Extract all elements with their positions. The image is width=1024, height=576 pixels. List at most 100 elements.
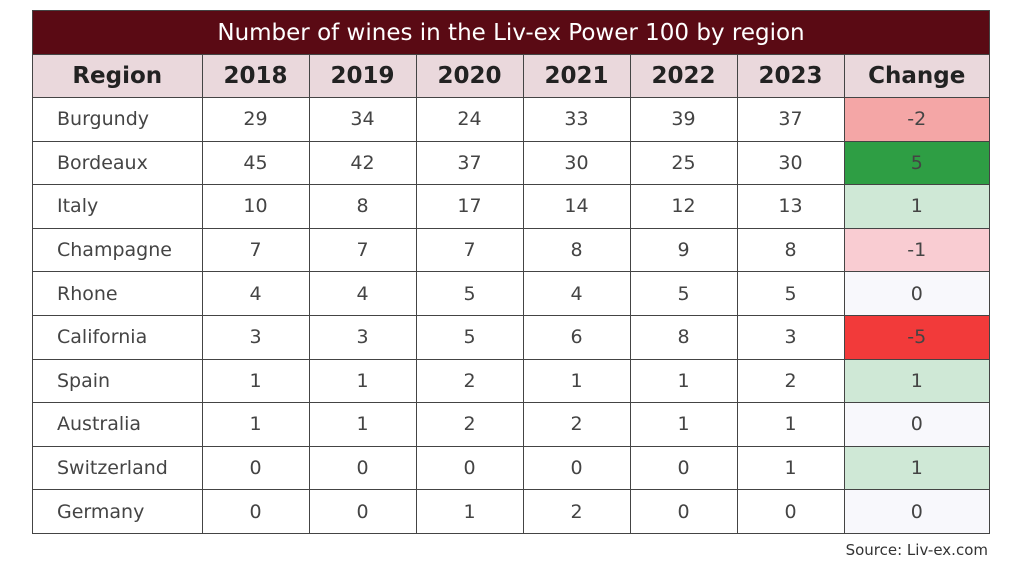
- value-cell: 2: [522, 489, 631, 533]
- value-cell: 3: [308, 314, 417, 360]
- region-cell: Rhone: [33, 271, 203, 316]
- value-cell: 7: [308, 227, 417, 273]
- value-cell: 6: [522, 314, 631, 360]
- value-cell: 0: [522, 445, 631, 491]
- value-cell: 13: [736, 184, 845, 229]
- region-cell: Burgundy: [33, 97, 203, 142]
- table-row: Australia 1 1 2 2 1 1 0: [33, 402, 989, 447]
- table-row: Rhone 4 4 5 4 5 5 0: [33, 271, 989, 316]
- value-cell: 1: [522, 358, 631, 404]
- value-cell: 5: [629, 271, 738, 316]
- table-row: Germany 0 0 1 2 0 0 0: [33, 489, 989, 533]
- value-cell: 5: [736, 271, 845, 316]
- value-cell: 0: [736, 489, 845, 533]
- change-cell: -1: [843, 227, 989, 273]
- value-cell: 4: [308, 271, 417, 316]
- value-cell: 39: [629, 97, 738, 142]
- value-cell: 8: [308, 184, 417, 229]
- change-cell: -5: [843, 314, 989, 360]
- header-year-2022: 2022: [629, 55, 738, 98]
- table-row: Italy 10 8 17 14 12 13 1: [33, 184, 989, 229]
- value-cell: 5: [415, 271, 524, 316]
- value-cell: 0: [308, 445, 417, 491]
- value-cell: 7: [415, 227, 524, 273]
- change-cell: -2: [843, 97, 989, 142]
- value-cell: 1: [201, 358, 310, 404]
- wine-regions-table: Region 2018 2019 2020 2021 2022 2023 Cha…: [33, 55, 989, 533]
- change-cell: 1: [843, 184, 989, 229]
- value-cell: 0: [201, 445, 310, 491]
- table-body: Burgundy 29 34 24 33 39 37 -2 Bordeaux 45 42 37 30 25…: [33, 97, 989, 533]
- value-cell: 37: [736, 97, 845, 142]
- value-cell: 7: [201, 227, 310, 273]
- wine-regions-table-frame: Number of wines in the Liv-ex Power 100 …: [32, 10, 990, 534]
- value-cell: 2: [415, 358, 524, 404]
- value-cell: 1: [629, 358, 738, 404]
- change-cell: 5: [843, 140, 989, 186]
- value-cell: 1: [415, 489, 524, 533]
- change-cell: 0: [843, 271, 989, 316]
- value-cell: 30: [522, 140, 631, 186]
- value-cell: 24: [415, 97, 524, 142]
- change-cell: 1: [843, 445, 989, 491]
- value-cell: 2: [522, 402, 631, 447]
- region-cell: Australia: [33, 402, 203, 447]
- table-row: Bordeaux 45 42 37 30 25 30 5: [33, 140, 989, 186]
- value-cell: 10: [201, 184, 310, 229]
- header-year-2023: 2023: [736, 55, 845, 98]
- header-year-2021: 2021: [522, 55, 631, 98]
- header-year-2019: 2019: [308, 55, 417, 98]
- region-cell: Champagne: [33, 227, 203, 273]
- table-row: Champagne 7 7 7 8 9 8 -1: [33, 227, 989, 273]
- table-title: Number of wines in the Liv-ex Power 100 …: [33, 11, 989, 55]
- value-cell: 5: [415, 314, 524, 360]
- region-cell: California: [33, 314, 203, 360]
- value-cell: 1: [736, 402, 845, 447]
- change-cell: 1: [843, 358, 989, 404]
- value-cell: 1: [736, 445, 845, 491]
- value-cell: 42: [308, 140, 417, 186]
- value-cell: 25: [629, 140, 738, 186]
- value-cell: 0: [629, 489, 738, 533]
- value-cell: 1: [308, 402, 417, 447]
- value-cell: 9: [629, 227, 738, 273]
- table-row: Switzerland 0 0 0 0 0 1 1: [33, 445, 989, 491]
- region-cell: Switzerland: [33, 445, 203, 491]
- value-cell: 37: [415, 140, 524, 186]
- value-cell: 29: [201, 97, 310, 142]
- value-cell: 0: [201, 489, 310, 533]
- table-row: Spain 1 1 2 1 1 2 1: [33, 358, 989, 404]
- header-region: Region: [33, 55, 203, 98]
- value-cell: 0: [629, 445, 738, 491]
- region-cell: Germany: [33, 489, 203, 533]
- value-cell: 0: [415, 445, 524, 491]
- value-cell: 8: [736, 227, 845, 273]
- table-row: California 3 3 5 6 8 3 -5: [33, 314, 989, 360]
- value-cell: 30: [736, 140, 845, 186]
- value-cell: 8: [629, 314, 738, 360]
- value-cell: 17: [415, 184, 524, 229]
- header-year-2018: 2018: [201, 55, 310, 98]
- source-note: Source: Liv-ex.com: [845, 541, 988, 559]
- change-cell: 0: [843, 489, 989, 533]
- value-cell: 1: [308, 358, 417, 404]
- table-row: Burgundy 29 34 24 33 39 37 -2: [33, 97, 989, 142]
- value-cell: 2: [415, 402, 524, 447]
- value-cell: 0: [308, 489, 417, 533]
- header-year-2020: 2020: [415, 55, 524, 98]
- value-cell: 45: [201, 140, 310, 186]
- table-header-row: Region 2018 2019 2020 2021 2022 2023 Cha…: [33, 55, 989, 98]
- value-cell: 34: [308, 97, 417, 142]
- value-cell: 12: [629, 184, 738, 229]
- value-cell: 4: [522, 271, 631, 316]
- value-cell: 3: [201, 314, 310, 360]
- region-cell: Spain: [33, 358, 203, 404]
- value-cell: 33: [522, 97, 631, 142]
- value-cell: 1: [629, 402, 738, 447]
- value-cell: 2: [736, 358, 845, 404]
- region-cell: Bordeaux: [33, 140, 203, 186]
- header-change: Change: [843, 55, 989, 98]
- value-cell: 4: [201, 271, 310, 316]
- value-cell: 8: [522, 227, 631, 273]
- value-cell: 1: [201, 402, 310, 447]
